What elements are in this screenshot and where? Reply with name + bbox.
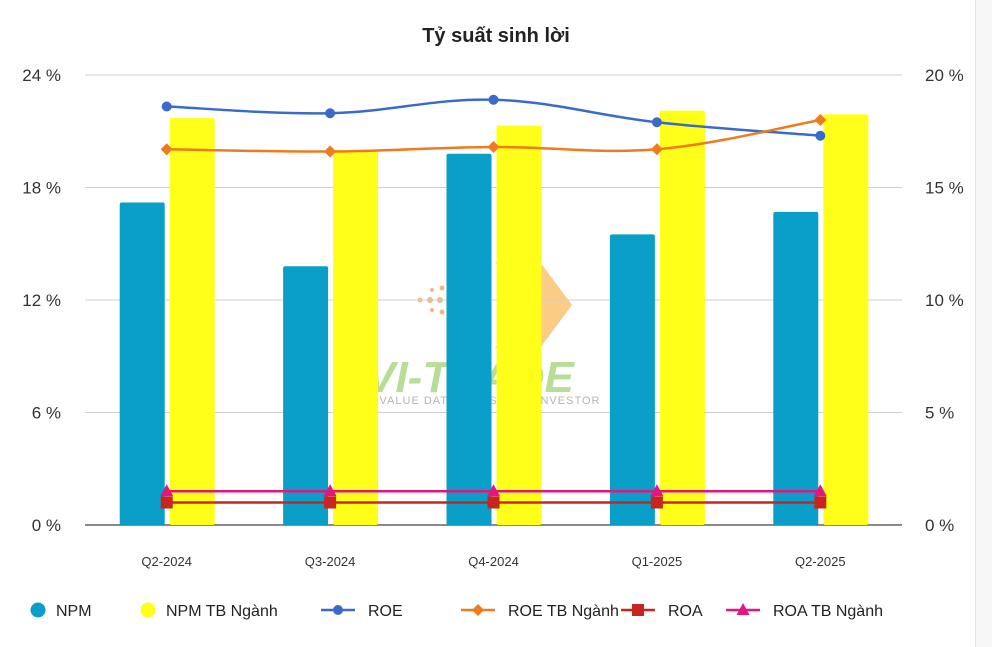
category-label: Q2-2025 xyxy=(795,554,846,569)
right-tick-label: 10 % xyxy=(925,291,964,310)
point-roa-tb-ngành xyxy=(160,484,174,497)
right-tick-label: 0 % xyxy=(925,516,954,535)
point-roe-tb-ngành xyxy=(650,143,663,156)
lines xyxy=(160,94,827,509)
legend-label-roe-tb-ngành: ROE TB Ngành xyxy=(508,603,619,620)
bar-npm xyxy=(446,153,492,525)
legend-label-roa-tb-ngành: ROA TB Ngành xyxy=(773,603,883,620)
point-roe xyxy=(161,101,172,112)
left-tick-label: 12 % xyxy=(22,291,61,310)
point-roa-tb-ngành xyxy=(323,484,337,497)
left-tick-label: 6 % xyxy=(32,404,61,423)
point-roe-tb-ngành xyxy=(324,145,337,158)
legend-marker-roe-tb-ngành xyxy=(472,604,484,616)
point-roa xyxy=(814,496,827,509)
right-tick-label: 15 % xyxy=(925,179,964,198)
bar-npm xyxy=(283,266,329,525)
left-tick-label: 18 % xyxy=(22,179,61,198)
point-roe xyxy=(815,130,826,141)
point-roa-tb-ngành xyxy=(650,484,664,497)
bar-npm-tb-ngành xyxy=(659,110,705,525)
point-roe xyxy=(488,94,499,105)
legend-marker-roa xyxy=(632,604,644,616)
bar-npm xyxy=(773,211,819,525)
bar-npm-tb-ngành xyxy=(333,150,379,525)
point-roa-tb-ngành xyxy=(487,484,500,497)
bar-npm xyxy=(609,234,655,525)
left-tick-label: 24 % xyxy=(22,66,61,85)
left-axis: 0 % 6 % 12 % 18 % 24 % xyxy=(22,66,61,535)
point-roe-tb-ngành xyxy=(160,143,173,156)
category-label: Q2-2024 xyxy=(141,554,192,569)
category-label: Q1-2025 xyxy=(632,554,683,569)
category-label: Q4-2024 xyxy=(468,554,519,569)
category-axis: Q2-2024 Q3-2024 Q4-2024 Q1-2025 Q2-2025 xyxy=(141,554,845,569)
legend-marker-roe xyxy=(333,605,343,615)
right-tick-label: 20 % xyxy=(925,66,964,85)
point-roe-tb-ngành xyxy=(814,114,827,126)
point-roe xyxy=(325,108,336,119)
point-roa xyxy=(650,496,663,509)
left-tick-label: 0 % xyxy=(32,516,61,535)
point-roa xyxy=(324,496,337,509)
bars xyxy=(119,110,869,525)
right-tick-label: 5 % xyxy=(925,404,954,423)
legend-label-npm: NPM xyxy=(56,603,92,620)
point-roe-tb-ngành xyxy=(487,141,500,153)
right-edge-strip xyxy=(975,0,992,647)
bar-npm-tb-ngành xyxy=(823,114,869,525)
chart-title: Tỷ suất sinh lời xyxy=(422,25,570,47)
legend-label-roe: ROE xyxy=(368,603,403,620)
bar-npm-tb-ngành xyxy=(496,125,542,525)
bar-npm-tb-ngành xyxy=(169,118,215,525)
gridlines xyxy=(85,74,902,526)
legend-swatch-npm xyxy=(30,602,46,618)
right-axis: 0 % 5 % 10 % 15 % 20 % xyxy=(925,66,964,535)
legend-marker-roa-tb-ngành xyxy=(736,603,750,615)
legend: NPM NPM TB Ngành ROE ROE TB Ngành ROA ROA TB … xyxy=(30,602,883,620)
line-roe xyxy=(166,98,821,137)
legend-label-roa: ROA xyxy=(668,603,703,620)
category-label: Q3-2024 xyxy=(305,554,356,569)
point-roa xyxy=(487,496,500,509)
point-roa xyxy=(160,496,173,509)
point-roa-tb-ngành xyxy=(813,484,827,497)
legend-label-npm-tb-ngành: NPM TB Ngành xyxy=(166,603,278,620)
point-roe xyxy=(651,117,662,128)
bar-npm xyxy=(119,202,165,525)
legend-swatch-npm-tb-ngành xyxy=(140,602,156,618)
